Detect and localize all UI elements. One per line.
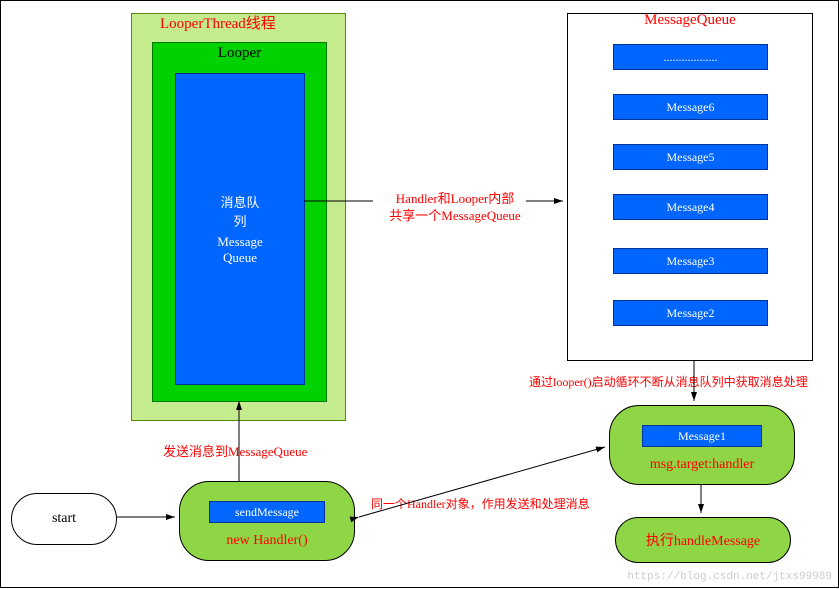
inner-mq-text3: Message bbox=[217, 234, 263, 250]
diagram-canvas: LooperThread线程 Looper 消息队 列 Message Queu… bbox=[0, 0, 839, 588]
watermark: https://blog.csdn.net/jtxs99989 bbox=[627, 571, 832, 583]
exec-label: 执行handleMessage bbox=[646, 530, 760, 550]
mq-item-5: Message2 bbox=[613, 300, 768, 326]
target-caption: msg.target:handler bbox=[650, 457, 754, 473]
message-queue-box: MessageQueue .................. Message6… bbox=[567, 13, 813, 361]
handler-node: sendMessage new Handler() bbox=[179, 481, 355, 561]
mq-item-3: Message4 bbox=[613, 194, 768, 220]
mq-item-0: .................. bbox=[613, 44, 768, 70]
looper-box: Looper 消息队 列 Message Queue bbox=[152, 42, 327, 402]
handler-inner: sendMessage bbox=[209, 501, 325, 523]
edge-label-shared: Handler和Looper内部 共享一个MessageQueue bbox=[365, 191, 545, 225]
inner-mq-text2: 列 bbox=[233, 211, 246, 230]
looper-title: Looper bbox=[153, 45, 326, 62]
mq-item-1: Message6 bbox=[613, 94, 768, 120]
target-inner: Message1 bbox=[642, 425, 762, 447]
start-node: start bbox=[11, 493, 117, 545]
start-label: start bbox=[52, 511, 76, 527]
mq-item-2: Message5 bbox=[613, 144, 768, 170]
inner-mq-text4: Queue bbox=[223, 250, 257, 266]
inner-mq-text1: 消息队 bbox=[220, 192, 259, 211]
edge-label-loop: 通过looper()启动循环不断从消息队列中获取消息处理 bbox=[529, 373, 808, 390]
message-queue-title: MessageQueue bbox=[568, 12, 812, 29]
edge-label-same: 同一个Handler对象，作用发送和处理消息 bbox=[371, 495, 590, 512]
inner-message-queue: 消息队 列 Message Queue bbox=[175, 73, 305, 385]
exec-node: 执行handleMessage bbox=[615, 517, 791, 563]
target-node: Message1 msg.target:handler bbox=[609, 405, 795, 485]
edge-label-send: 发送消息到MessageQueue bbox=[163, 441, 307, 460]
handler-caption: new Handler() bbox=[226, 533, 307, 549]
looperthread-title: LooperThread线程 bbox=[160, 12, 276, 33]
mq-item-4: Message3 bbox=[613, 248, 768, 274]
looperthread-box: LooperThread线程 Looper 消息队 列 Message Queu… bbox=[131, 13, 346, 421]
